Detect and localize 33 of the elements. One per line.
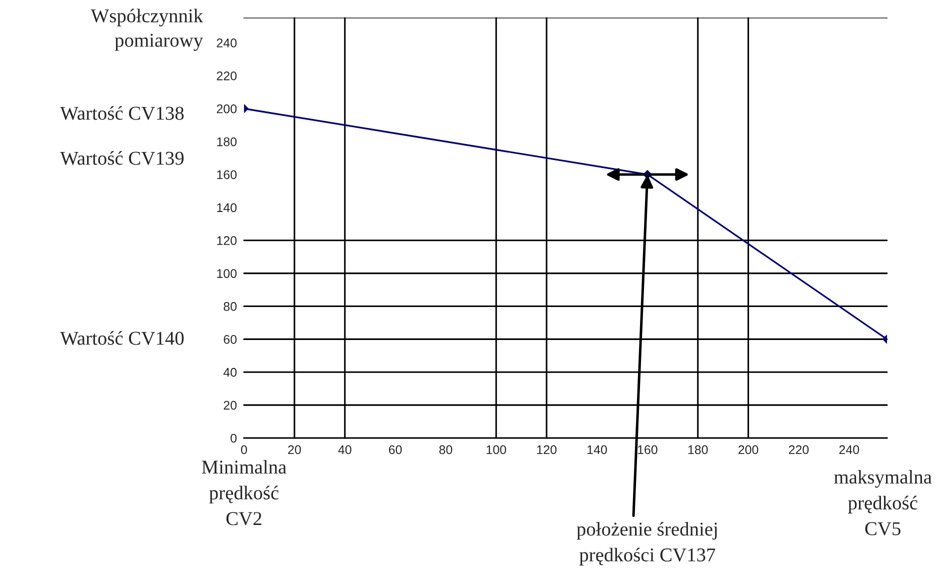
annotation: położenie średniej prędkości CV137 bbox=[576, 522, 717, 566]
y-tick-label: 200 bbox=[216, 104, 237, 114]
y-tick-label: 120 bbox=[217, 236, 237, 246]
x-tick-label: 60 bbox=[388, 445, 402, 454]
y-tick-label: 140 bbox=[217, 203, 237, 212]
y-tick-label: 160 bbox=[217, 170, 237, 180]
text: Wartość CV139 bbox=[60, 151, 184, 165]
y-tick-label: 60 bbox=[224, 334, 237, 344]
text: Minimalna prędkość CV2 bbox=[202, 460, 286, 526]
y-axis-title: Współczynnik pomiarowy bbox=[90, 8, 204, 51]
x-tick-label: 140 bbox=[588, 445, 607, 454]
y-tick-label: 220 bbox=[216, 71, 237, 80]
y-tick-label: 100 bbox=[217, 269, 237, 278]
y-tick-label: 0 bbox=[230, 434, 237, 443]
y-tick-label: 240 bbox=[216, 38, 237, 48]
text: Wartość CV140 bbox=[60, 331, 184, 345]
x-tick-label: 220 bbox=[788, 445, 809, 454]
text: Wartość CV138 bbox=[60, 106, 184, 120]
x-tick-label: 200 bbox=[738, 445, 758, 454]
x-tick-label: 40 bbox=[338, 445, 352, 454]
x-tick-label: 160 bbox=[638, 445, 658, 454]
x-tick-label: 100 bbox=[486, 445, 506, 454]
text: maksymalna prędkość CV5 bbox=[834, 470, 932, 536]
y-tick-label: 80 bbox=[224, 302, 237, 311]
x-tick-label: 180 bbox=[688, 445, 708, 454]
x-tick-label: 20 bbox=[288, 445, 301, 454]
x-tick-label: 120 bbox=[537, 445, 557, 454]
x-tick-label: 240 bbox=[839, 445, 860, 454]
x-tick-label: 80 bbox=[439, 445, 452, 454]
y-tick-label: 20 bbox=[224, 400, 237, 410]
x-tick-label: 0 bbox=[241, 445, 248, 454]
y-tick-label: 40 bbox=[223, 368, 237, 377]
y-tick-label: 180 bbox=[217, 137, 237, 146]
